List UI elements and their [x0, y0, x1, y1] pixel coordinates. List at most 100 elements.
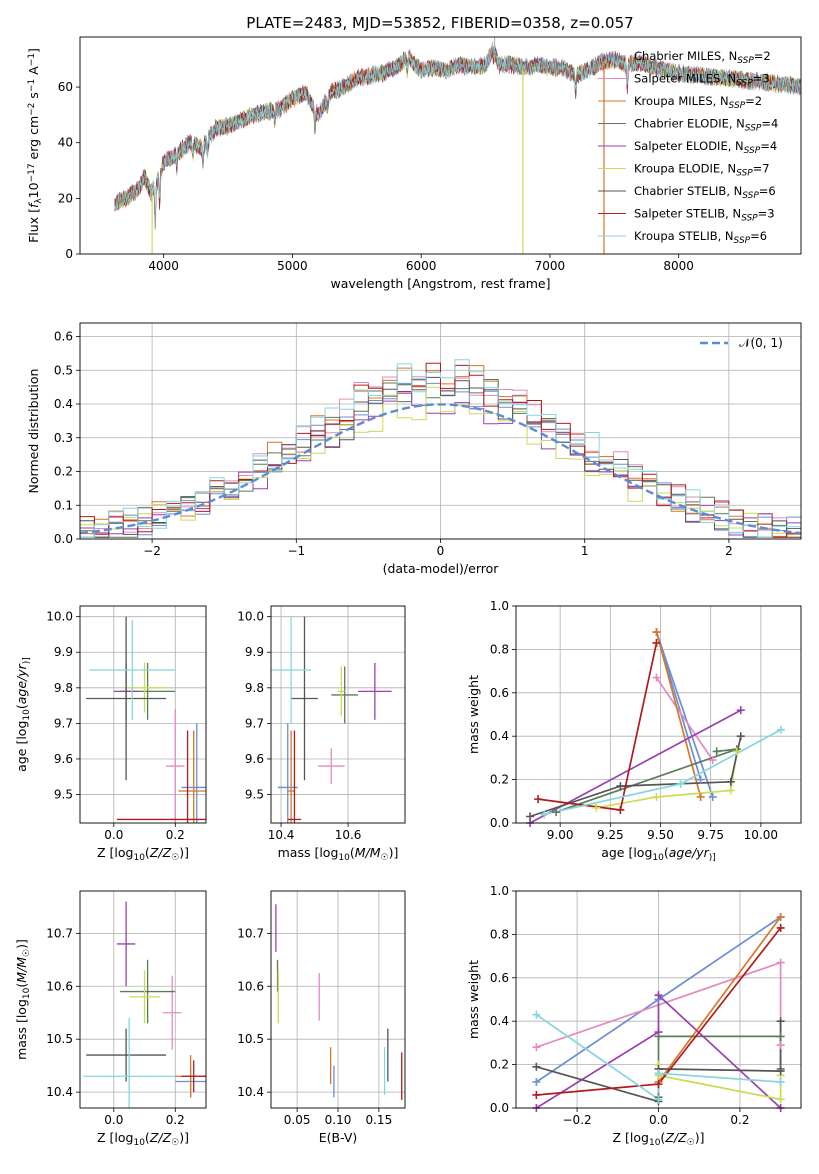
weight-point-marker	[736, 706, 745, 715]
label-part: =2	[754, 49, 771, 63]
weight-point-marker	[652, 638, 661, 647]
plot-area	[529, 631, 782, 823]
legend-label: Chabrier MILES, NSSP=2	[634, 49, 771, 66]
legend-label: Salpeter ELODIE, NSSP=4	[634, 139, 777, 156]
label-part: SSP	[744, 146, 761, 156]
weight-point-marker	[776, 1041, 785, 1050]
y-tick-label: 0.0	[490, 816, 509, 830]
label-part: Z/Z	[664, 1130, 687, 1145]
label-part: Kroupa ELODIE, N	[634, 162, 736, 176]
plot-area	[80, 359, 801, 539]
axes-frame	[79, 605, 207, 824]
label-part: (	[145, 845, 150, 860]
weight-point-marker	[526, 812, 535, 821]
weight-point-marker	[736, 732, 745, 741]
y-tick-label: 9.5	[54, 788, 73, 802]
label-part: Flux [	[26, 208, 41, 243]
x-tick-label: 7000	[535, 259, 566, 273]
y-tick-label: 0.1	[54, 498, 73, 512]
label-part: age [log	[601, 845, 652, 860]
legend-label: Kroupa STELIB, NSSP=6	[634, 229, 767, 246]
x-tick-label: 9.75	[697, 828, 724, 842]
label-part: Chabrier MILES, N	[634, 49, 737, 63]
y-axis-label: Normed distribution	[26, 369, 41, 494]
label-part: )]	[709, 853, 716, 863]
label-part: (	[660, 1130, 665, 1145]
x-tick-label: 6000	[406, 259, 437, 273]
label-part: f	[26, 202, 41, 208]
weight-point-marker	[776, 1067, 785, 1076]
label-part: Salpeter STELIB, N	[634, 207, 741, 221]
y-tick-label: 10.7	[237, 926, 264, 940]
label-part: SSP	[736, 79, 753, 89]
y-tick-label: 0	[65, 247, 73, 261]
label-part: ☉	[171, 1138, 179, 1148]
y-axis-label: mass weight	[466, 675, 481, 754]
y-tick-label: 9.6	[54, 752, 73, 766]
weight-point-marker	[654, 1080, 663, 1089]
label-part: =3	[758, 207, 775, 221]
weight-point-marker	[652, 628, 661, 637]
x-tick-label: −1	[287, 544, 305, 558]
axes-frame	[79, 890, 207, 1109]
label-part: (	[350, 845, 355, 860]
label-part: Z/Z	[149, 1130, 172, 1145]
y-tick-label: 10.4	[46, 1085, 73, 1099]
label-part: Salpeter MILES, N	[634, 72, 736, 86]
label-part: mass [log	[14, 999, 29, 1060]
label-part: M/M	[14, 957, 29, 983]
x-tick-label: 4000	[148, 259, 179, 273]
axes-mass-vs-Z: 0.0 0.210.410.510.610.7Z [log10(Z/Z☉)]mas…	[14, 890, 207, 1148]
x-axis-label: E(B-V)	[319, 1130, 358, 1145]
label-part: SSP	[736, 169, 753, 179]
plot-area	[86, 616, 206, 823]
x-axis-label: age [log10(age/yr)]	[601, 845, 716, 863]
label-part: =4	[761, 117, 778, 131]
label-part: −1	[27, 79, 37, 92]
x-axis-label: Z [log10(Z/Z☉)]	[97, 845, 189, 863]
x-tick-label: 8000	[663, 259, 694, 273]
label-part: −17	[27, 163, 37, 182]
label-part: =7	[753, 162, 770, 176]
label-part: )]	[22, 657, 32, 664]
label-part: SSP	[729, 101, 746, 111]
label-part: =2	[745, 94, 762, 108]
y-tick-label: 10.7	[46, 926, 73, 940]
y-tick-label: 0.8	[490, 642, 509, 656]
label-part: =6	[750, 229, 767, 243]
histogram-series	[80, 359, 801, 539]
label-part: 10	[22, 709, 32, 721]
axes-frame	[270, 605, 406, 824]
weight-point-marker	[708, 792, 717, 801]
weight-point-marker	[726, 777, 735, 786]
label-part: SSP	[741, 214, 758, 224]
label-part: (	[14, 704, 29, 709]
weight-point-marker	[532, 1010, 541, 1019]
label-part: )]	[14, 939, 29, 949]
x-tick-label: 9.00	[547, 828, 574, 842]
label-part: )]	[179, 1130, 189, 1145]
legend-label: Kroupa MILES, NSSP=2	[634, 94, 762, 111]
y-tick-label: 1.0	[490, 884, 509, 898]
label-part: mass [log	[278, 845, 339, 860]
weight-point-marker	[654, 991, 663, 1000]
weight-point-marker	[776, 923, 785, 932]
y-axis-label: age [log10(age/yr)]	[14, 657, 32, 772]
label-part: age/yr	[14, 663, 29, 704]
y-tick-label: 9.5	[245, 788, 264, 802]
x-tick-label: 0.0	[104, 1113, 123, 1127]
y-axis-label: mass [log10(M/M☉)]	[14, 939, 32, 1060]
weight-point-marker	[726, 786, 735, 795]
weight-point-marker	[776, 958, 785, 967]
y-tick-label: 0.0	[490, 1101, 509, 1115]
axes-mass-vs-ebv: 0.05 0.10 0.15 10.4 10.5 10.6 10.7 E(B-V)	[237, 890, 406, 1145]
y-tick-label: 0.4	[490, 729, 509, 743]
weight-point-marker	[654, 1028, 663, 1037]
y-tick-label: 10.6	[46, 979, 73, 993]
weight-point-marker	[732, 747, 741, 756]
weight-point-marker	[592, 803, 601, 812]
weight-point-marker	[776, 1032, 785, 1041]
legend-label: 𝒩(0, 1)	[739, 336, 783, 350]
x-tick-label: 0.0	[104, 828, 123, 842]
y-tick-label: 10.5	[237, 1032, 264, 1046]
